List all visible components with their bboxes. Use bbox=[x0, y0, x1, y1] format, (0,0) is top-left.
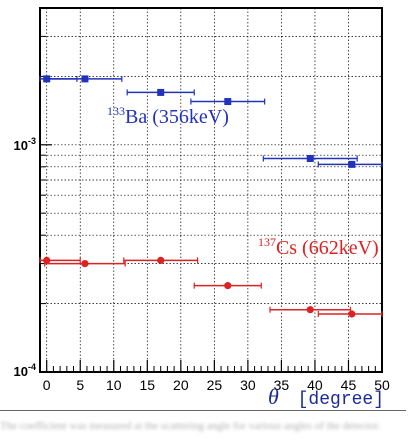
figure-caption: The coefficient was measured at the scat… bbox=[0, 420, 418, 448]
x-tick-label: 50 bbox=[374, 377, 390, 393]
annotation-superscript: 133 bbox=[107, 104, 125, 118]
annotation-text: Cs (662keV) bbox=[276, 237, 379, 259]
data-series bbox=[39, 75, 383, 318]
data-point bbox=[306, 155, 314, 163]
axis-ticks bbox=[39, 7, 383, 373]
grid bbox=[40, 8, 382, 372]
series-1 bbox=[39, 75, 383, 168]
chart: 0 5 10 15 20 25 30 35 40 45 50 10-410-3 133Ba (356… bbox=[14, 7, 390, 410]
series-annotation-2: 137Cs (662keV) bbox=[258, 235, 379, 259]
data-point bbox=[81, 75, 89, 83]
x-axis-unit: [degree] bbox=[298, 390, 384, 410]
y-tick-mantissa: 10 bbox=[14, 138, 28, 153]
x-tick-labels: 0 5 10 15 20 25 30 35 40 45 50 bbox=[43, 377, 390, 393]
x-axis-title: θ [degree] bbox=[268, 384, 384, 410]
x-tick-label: 25 bbox=[207, 377, 223, 393]
y-tick-exponent: -3 bbox=[28, 136, 36, 146]
annotation-text: Ba (356keV) bbox=[125, 106, 229, 128]
x-tick-label: 15 bbox=[140, 377, 156, 393]
y-tick-mantissa: 10 bbox=[14, 364, 28, 379]
x-tick-label: 40 bbox=[307, 377, 323, 393]
x-tick-label: 20 bbox=[173, 377, 189, 393]
data-point bbox=[348, 160, 356, 168]
y-tick-exponent: -4 bbox=[28, 362, 36, 372]
y-tick-label: 10-3 bbox=[14, 136, 36, 153]
data-point bbox=[224, 282, 232, 290]
plot-frame bbox=[39, 7, 383, 373]
series-annotation-1: 133Ba (356keV) bbox=[107, 104, 229, 128]
x-tick-label: 5 bbox=[76, 377, 84, 393]
data-point bbox=[157, 88, 165, 96]
series-annotations: 133Ba (356keV) 137Cs (662keV) bbox=[107, 104, 379, 259]
data-point bbox=[348, 310, 356, 318]
series-2 bbox=[39, 256, 383, 318]
x-tick-label: 0 bbox=[43, 377, 51, 393]
y-tick-labels: 10-410-3 bbox=[14, 136, 36, 379]
caption-text: The coefficient was measured at the scat… bbox=[0, 420, 381, 432]
y-tick-label: 10-4 bbox=[14, 362, 36, 379]
x-tick-label: 35 bbox=[274, 377, 290, 393]
data-point bbox=[157, 256, 165, 264]
data-point bbox=[81, 259, 89, 268]
x-tick-label: 30 bbox=[240, 377, 256, 393]
data-point bbox=[306, 306, 314, 314]
data-point bbox=[224, 98, 232, 106]
x-tick-label: 10 bbox=[106, 377, 122, 393]
data-point bbox=[43, 75, 51, 83]
divider-line bbox=[0, 410, 406, 411]
x-axis-symbol: θ bbox=[268, 384, 279, 409]
annotation-superscript: 137 bbox=[258, 235, 276, 249]
x-tick-label: 45 bbox=[341, 377, 357, 393]
